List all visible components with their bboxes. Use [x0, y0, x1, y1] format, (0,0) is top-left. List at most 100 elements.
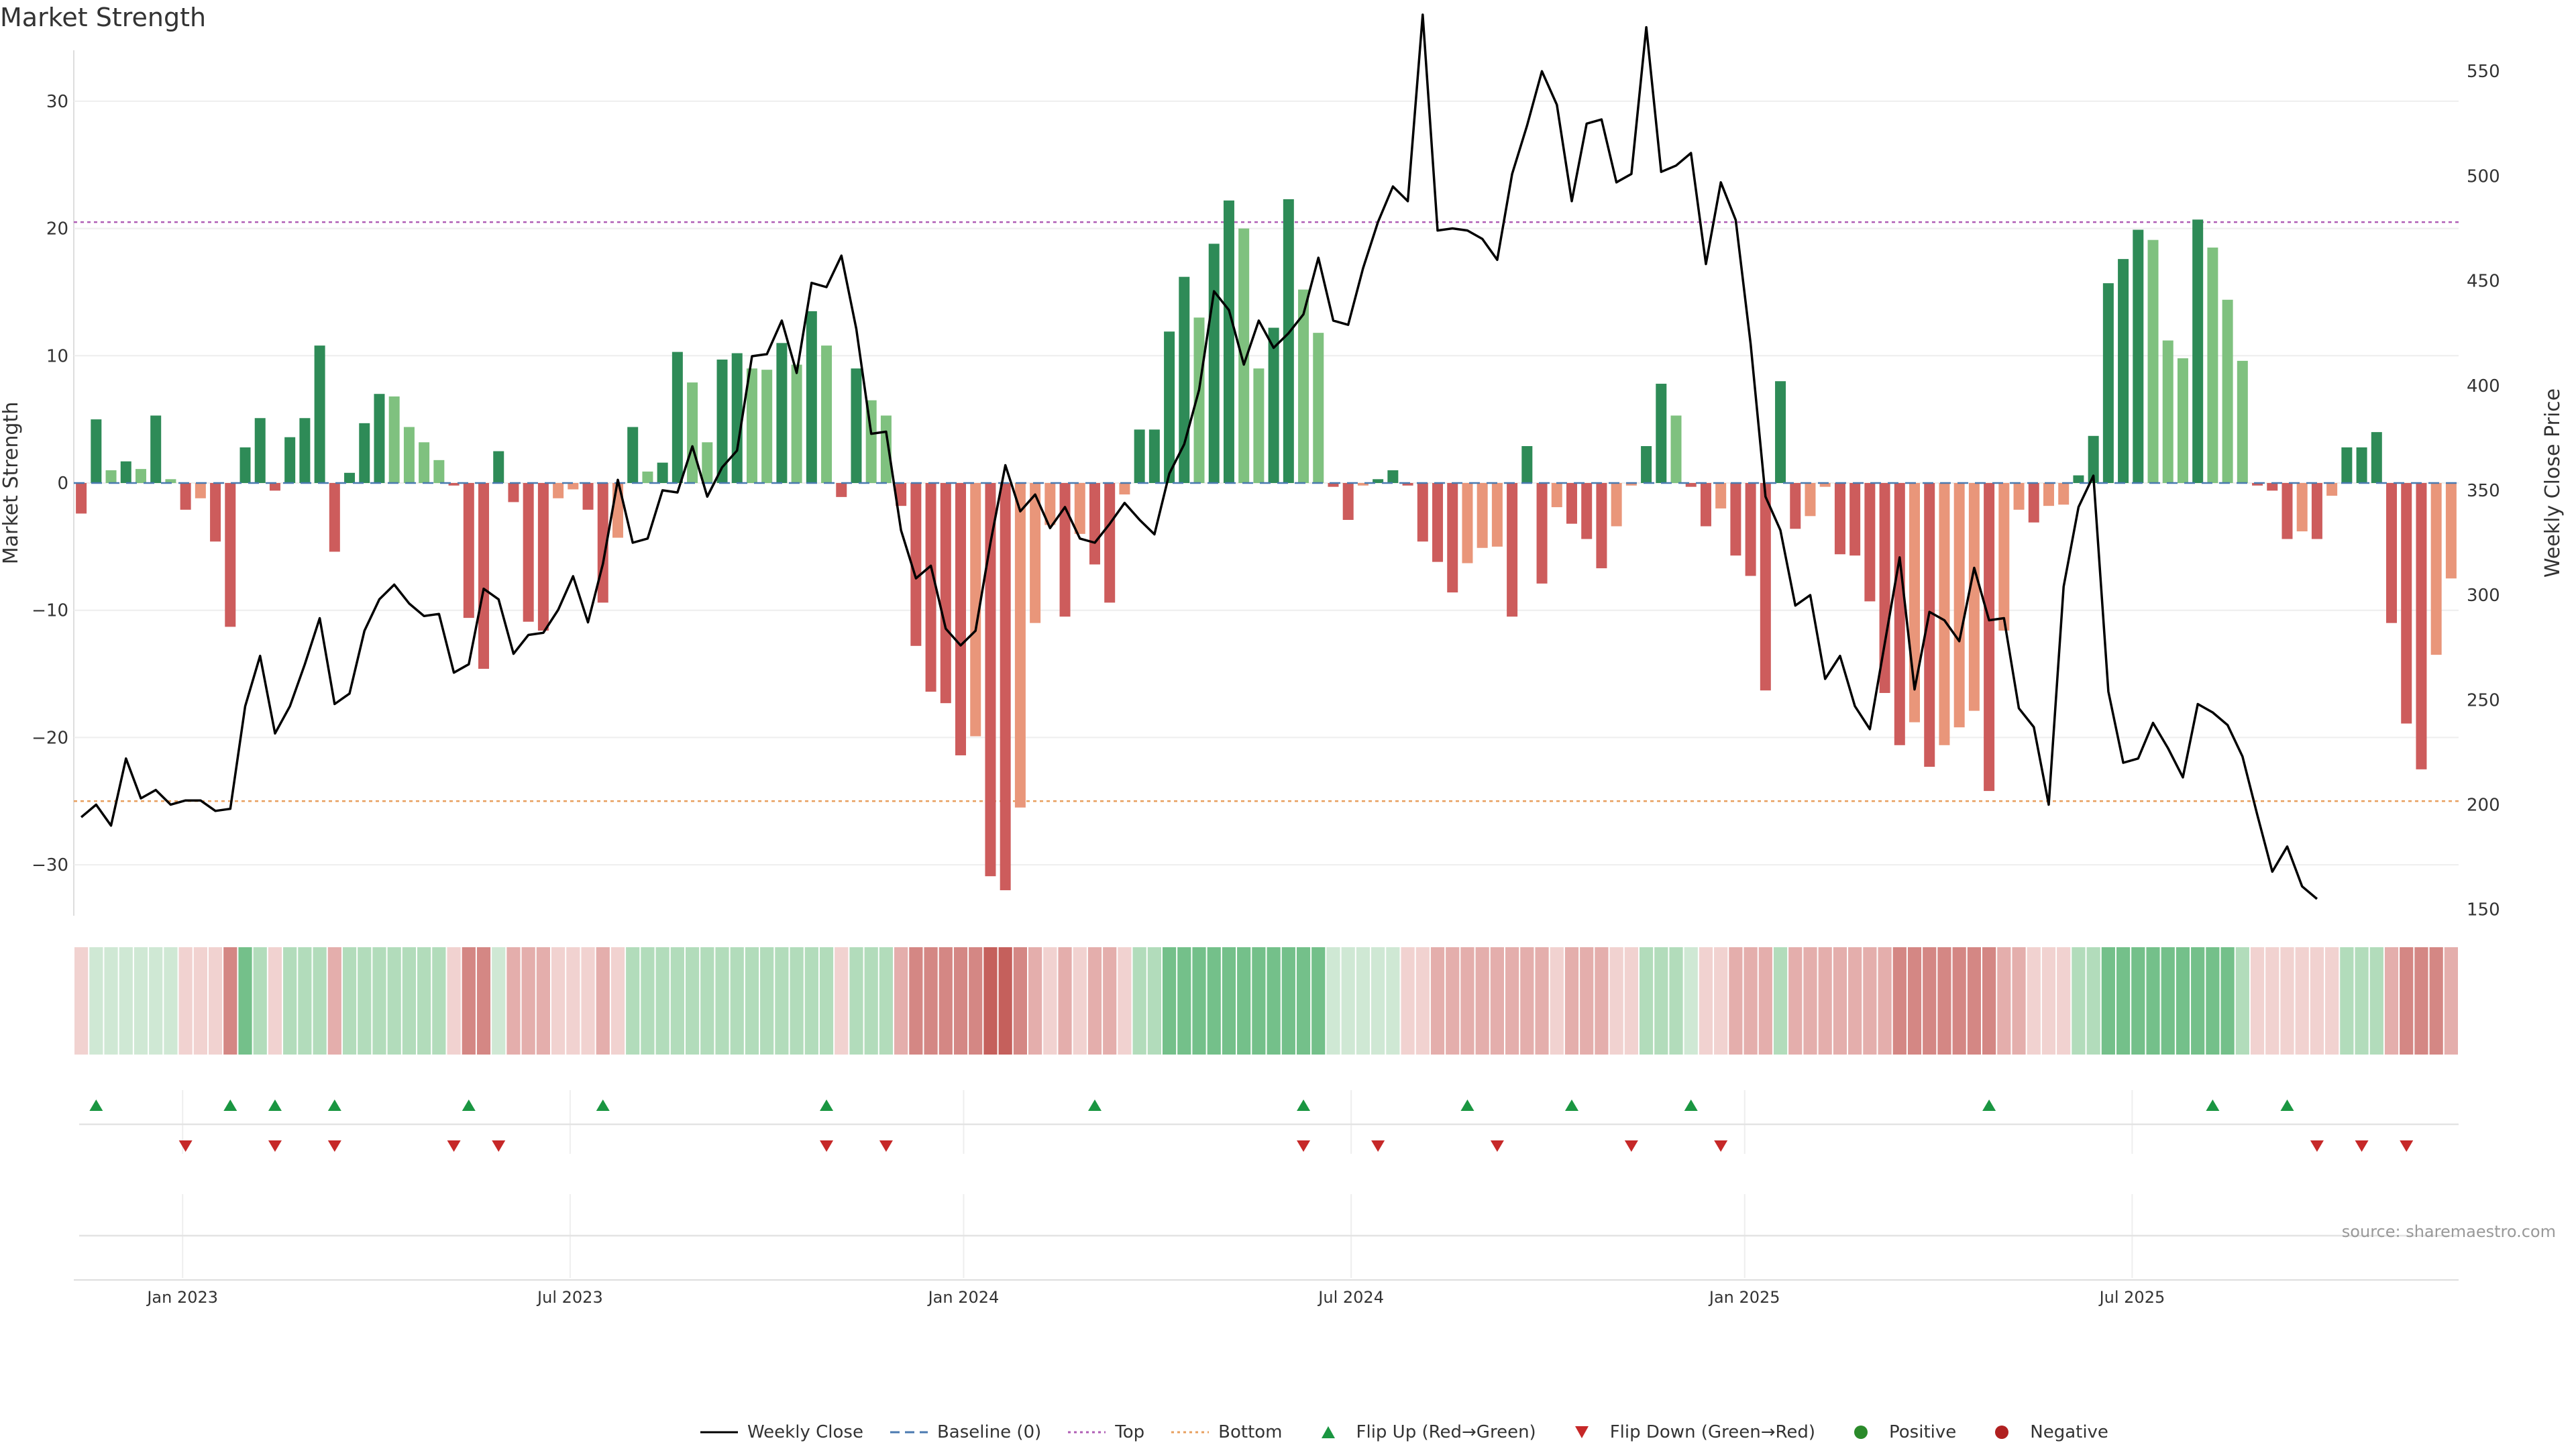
- strength-bar: [925, 483, 936, 692]
- strength-bar: [314, 345, 325, 483]
- strength-strip-cell: [1475, 947, 1489, 1055]
- strength-bar: [1283, 199, 1294, 483]
- strength-bar: [1387, 470, 1399, 483]
- strength-bar: [2118, 259, 2129, 483]
- strength-bar: [1000, 483, 1011, 891]
- strength-strip-cell: [2414, 947, 2428, 1055]
- strength-strip-cell: [581, 947, 595, 1055]
- strength-strip-cell: [551, 947, 566, 1055]
- strength-strip-cell: [462, 947, 476, 1055]
- strength-strip-cell: [1788, 947, 1803, 1055]
- y-left-tick-label: 30: [46, 92, 68, 112]
- strength-strip-cell: [1907, 947, 1922, 1055]
- legend-negative-label: Negative: [2030, 1422, 2108, 1442]
- flip-up-marker: [1564, 1099, 1578, 1111]
- strength-bar: [478, 483, 490, 669]
- strength-strip-cell: [536, 947, 550, 1055]
- strength-bar: [1611, 483, 1622, 527]
- y-left-tick-label: 0: [57, 474, 68, 494]
- strength-bar: [388, 396, 400, 483]
- strength-bar: [1208, 244, 1220, 483]
- strength-bar: [1164, 331, 1175, 483]
- strength-strip-cell: [1639, 947, 1654, 1055]
- strength-bar: [76, 483, 87, 514]
- y-left-tick-label: −30: [32, 855, 68, 875]
- strength-strip-cell: [1446, 947, 1460, 1055]
- weekly-close-line: [80, 13, 2318, 900]
- flip-up-marker: [1982, 1099, 1996, 1111]
- strength-strip-cell: [969, 947, 983, 1055]
- strength-bar: [1864, 483, 1876, 602]
- strength-bar: [1044, 483, 1056, 525]
- strength-bar: [2192, 219, 2204, 483]
- strength-strip-cell: [2369, 947, 2383, 1055]
- strength-strip-cell: [1624, 947, 1638, 1055]
- flip-down-marker: [2355, 1140, 2369, 1152]
- strength-bar: [2356, 447, 2367, 483]
- y-right-tick-label: 150: [2467, 900, 2500, 920]
- y-left-tick-label: −20: [32, 728, 68, 748]
- strength-strip-cell: [1564, 947, 1579, 1055]
- chart-title: Market Strength: [0, 3, 207, 32]
- strength-strip-cell: [596, 947, 610, 1055]
- strength-strip-cell: [1982, 947, 1996, 1055]
- strength-bar: [1342, 483, 1354, 521]
- strength-bar: [1536, 483, 1548, 584]
- flip-down-marker: [1490, 1140, 1504, 1152]
- strength-bar: [195, 483, 206, 498]
- strength-strip-cell: [1490, 947, 1504, 1055]
- strength-strip-cell: [1222, 947, 1236, 1055]
- strength-bar: [746, 368, 757, 483]
- strength-bar: [1491, 483, 1503, 547]
- strength-strip-cell: [2072, 947, 2086, 1055]
- strength-bar: [1014, 483, 1026, 808]
- strength-strip-cell: [2027, 947, 2041, 1055]
- strength-bar: [1730, 483, 1741, 556]
- strength-bar: [1998, 483, 2010, 631]
- flip-down-marker: [327, 1140, 341, 1152]
- legend-flip-down: Flip Down (Green→Red): [1560, 1422, 1815, 1442]
- strength-strip-cell: [1028, 947, 1042, 1055]
- strength-bar: [463, 483, 474, 619]
- strength-strip-cell: [1103, 947, 1117, 1055]
- strength-strip-cell: [372, 947, 386, 1055]
- strength-strip-cell: [2340, 947, 2354, 1055]
- strength-strip-cell: [2116, 947, 2131, 1055]
- strength-strip-cell: [238, 947, 252, 1055]
- x-tick-label: Jul 2023: [536, 1288, 603, 1307]
- strength-strip-cell: [1401, 947, 1415, 1055]
- strength-strip-cell: [283, 947, 297, 1055]
- strength-bar: [1268, 327, 1279, 483]
- flip-up-marker: [1460, 1099, 1474, 1111]
- strength-bar: [1104, 483, 1116, 603]
- strength-bar: [1507, 483, 1518, 617]
- strength-strip-cell: [2161, 947, 2175, 1055]
- strength-bar: [225, 483, 236, 627]
- strength-bar: [2133, 229, 2144, 483]
- flip-up-marker: [462, 1099, 476, 1111]
- strength-strip-cell: [2041, 947, 2056, 1055]
- flip-up-marker: [820, 1099, 834, 1111]
- strength-strip-cell: [1356, 947, 1371, 1055]
- y-left-axis-label: Market Strength: [0, 402, 23, 564]
- strength-strip-cell: [447, 947, 461, 1055]
- strength-strip-cell: [1595, 947, 1609, 1055]
- strength-strip-cell: [1878, 947, 1892, 1055]
- strength-strip-cell: [1520, 947, 1534, 1055]
- strength-strip-cell: [1654, 947, 1668, 1055]
- strength-bar: [2341, 447, 2353, 483]
- y-right-tick-label: 500: [2467, 166, 2500, 186]
- strength-bar: [2102, 283, 2114, 483]
- flip-down-marker: [447, 1140, 461, 1152]
- strength-strip-cell: [1937, 947, 1951, 1055]
- strength-bar: [2311, 483, 2322, 539]
- strength-strip-cell: [74, 947, 89, 1055]
- strength-strip-cell: [492, 947, 506, 1055]
- strength-bar: [2058, 483, 2070, 505]
- strength-bar: [508, 483, 519, 502]
- strength-strip-cell: [2429, 947, 2443, 1055]
- strength-strip-cell: [2146, 947, 2160, 1055]
- strength-strip-cell: [864, 947, 878, 1055]
- strength-bar: [1238, 228, 1250, 483]
- strength-bar: [493, 451, 504, 483]
